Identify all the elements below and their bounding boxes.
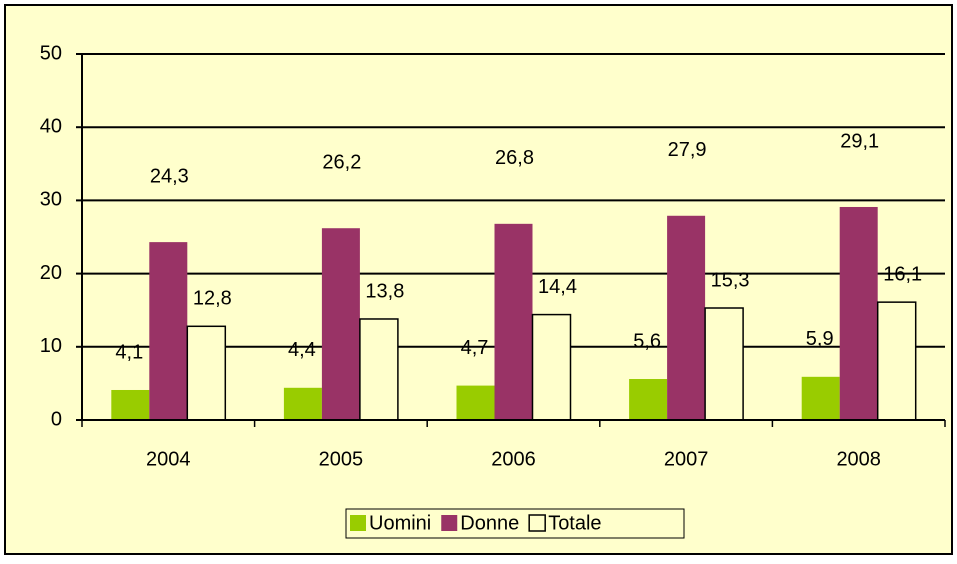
bar [667, 215, 706, 420]
data-label: 4,7 [461, 337, 489, 359]
legend-swatch [441, 515, 458, 531]
legend-swatch [350, 515, 366, 531]
data-label: 5,6 [633, 330, 661, 352]
y-tick-label: 50 [40, 42, 62, 64]
bar [283, 387, 322, 420]
x-tick-label: 2004 [146, 448, 191, 470]
data-label: 4,4 [288, 339, 316, 361]
bar [531, 313, 572, 421]
y-tick-label: 30 [40, 189, 62, 211]
legend-swatch [528, 514, 546, 532]
x-tick-label: 2006 [491, 448, 536, 470]
data-label: 26,2 [322, 151, 361, 173]
data-label: 5,9 [806, 328, 834, 350]
bar [321, 228, 360, 420]
data-label: 12,8 [193, 288, 232, 310]
bar [839, 206, 878, 420]
bar [494, 223, 533, 420]
data-label: 24,3 [150, 165, 189, 187]
data-label: 4,1 [115, 341, 143, 363]
y-tick-label: 10 [40, 335, 62, 357]
x-tick-label: 2008 [836, 448, 881, 470]
x-tick-label: 2005 [319, 448, 364, 470]
chart-background [4, 4, 953, 555]
data-label: 13,8 [365, 280, 404, 302]
legend-box [345, 508, 685, 539]
x-tick-label: 2007 [664, 448, 709, 470]
data-label: 15,3 [711, 269, 750, 291]
y-tick-label: 0 [51, 408, 62, 430]
legend-label: Donne [460, 512, 519, 534]
bar [801, 376, 840, 420]
data-label: 29,1 [840, 130, 879, 152]
data-label: 14,4 [538, 276, 577, 298]
bar [359, 318, 399, 421]
bar [704, 307, 744, 421]
legend-label: Totale [548, 512, 601, 534]
bar [111, 389, 150, 420]
legend-label: Uomini [369, 512, 431, 534]
bar [149, 242, 188, 420]
data-label: 16,1 [883, 263, 922, 285]
bar [186, 325, 227, 421]
bar [629, 379, 668, 420]
data-label: 27,9 [668, 139, 707, 161]
data-label: 26,8 [495, 147, 534, 169]
y-tick-label: 40 [40, 115, 62, 137]
bar [876, 301, 917, 421]
bar [456, 385, 495, 420]
y-tick-label: 20 [40, 262, 62, 284]
